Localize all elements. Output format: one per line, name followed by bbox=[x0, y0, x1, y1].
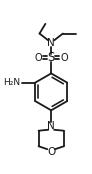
Text: O: O bbox=[47, 147, 55, 157]
Text: H₂N: H₂N bbox=[3, 78, 21, 87]
Text: S: S bbox=[47, 51, 55, 64]
Text: N: N bbox=[47, 38, 55, 48]
Text: N: N bbox=[47, 121, 55, 131]
Text: O: O bbox=[60, 53, 68, 63]
Text: O: O bbox=[35, 53, 42, 63]
